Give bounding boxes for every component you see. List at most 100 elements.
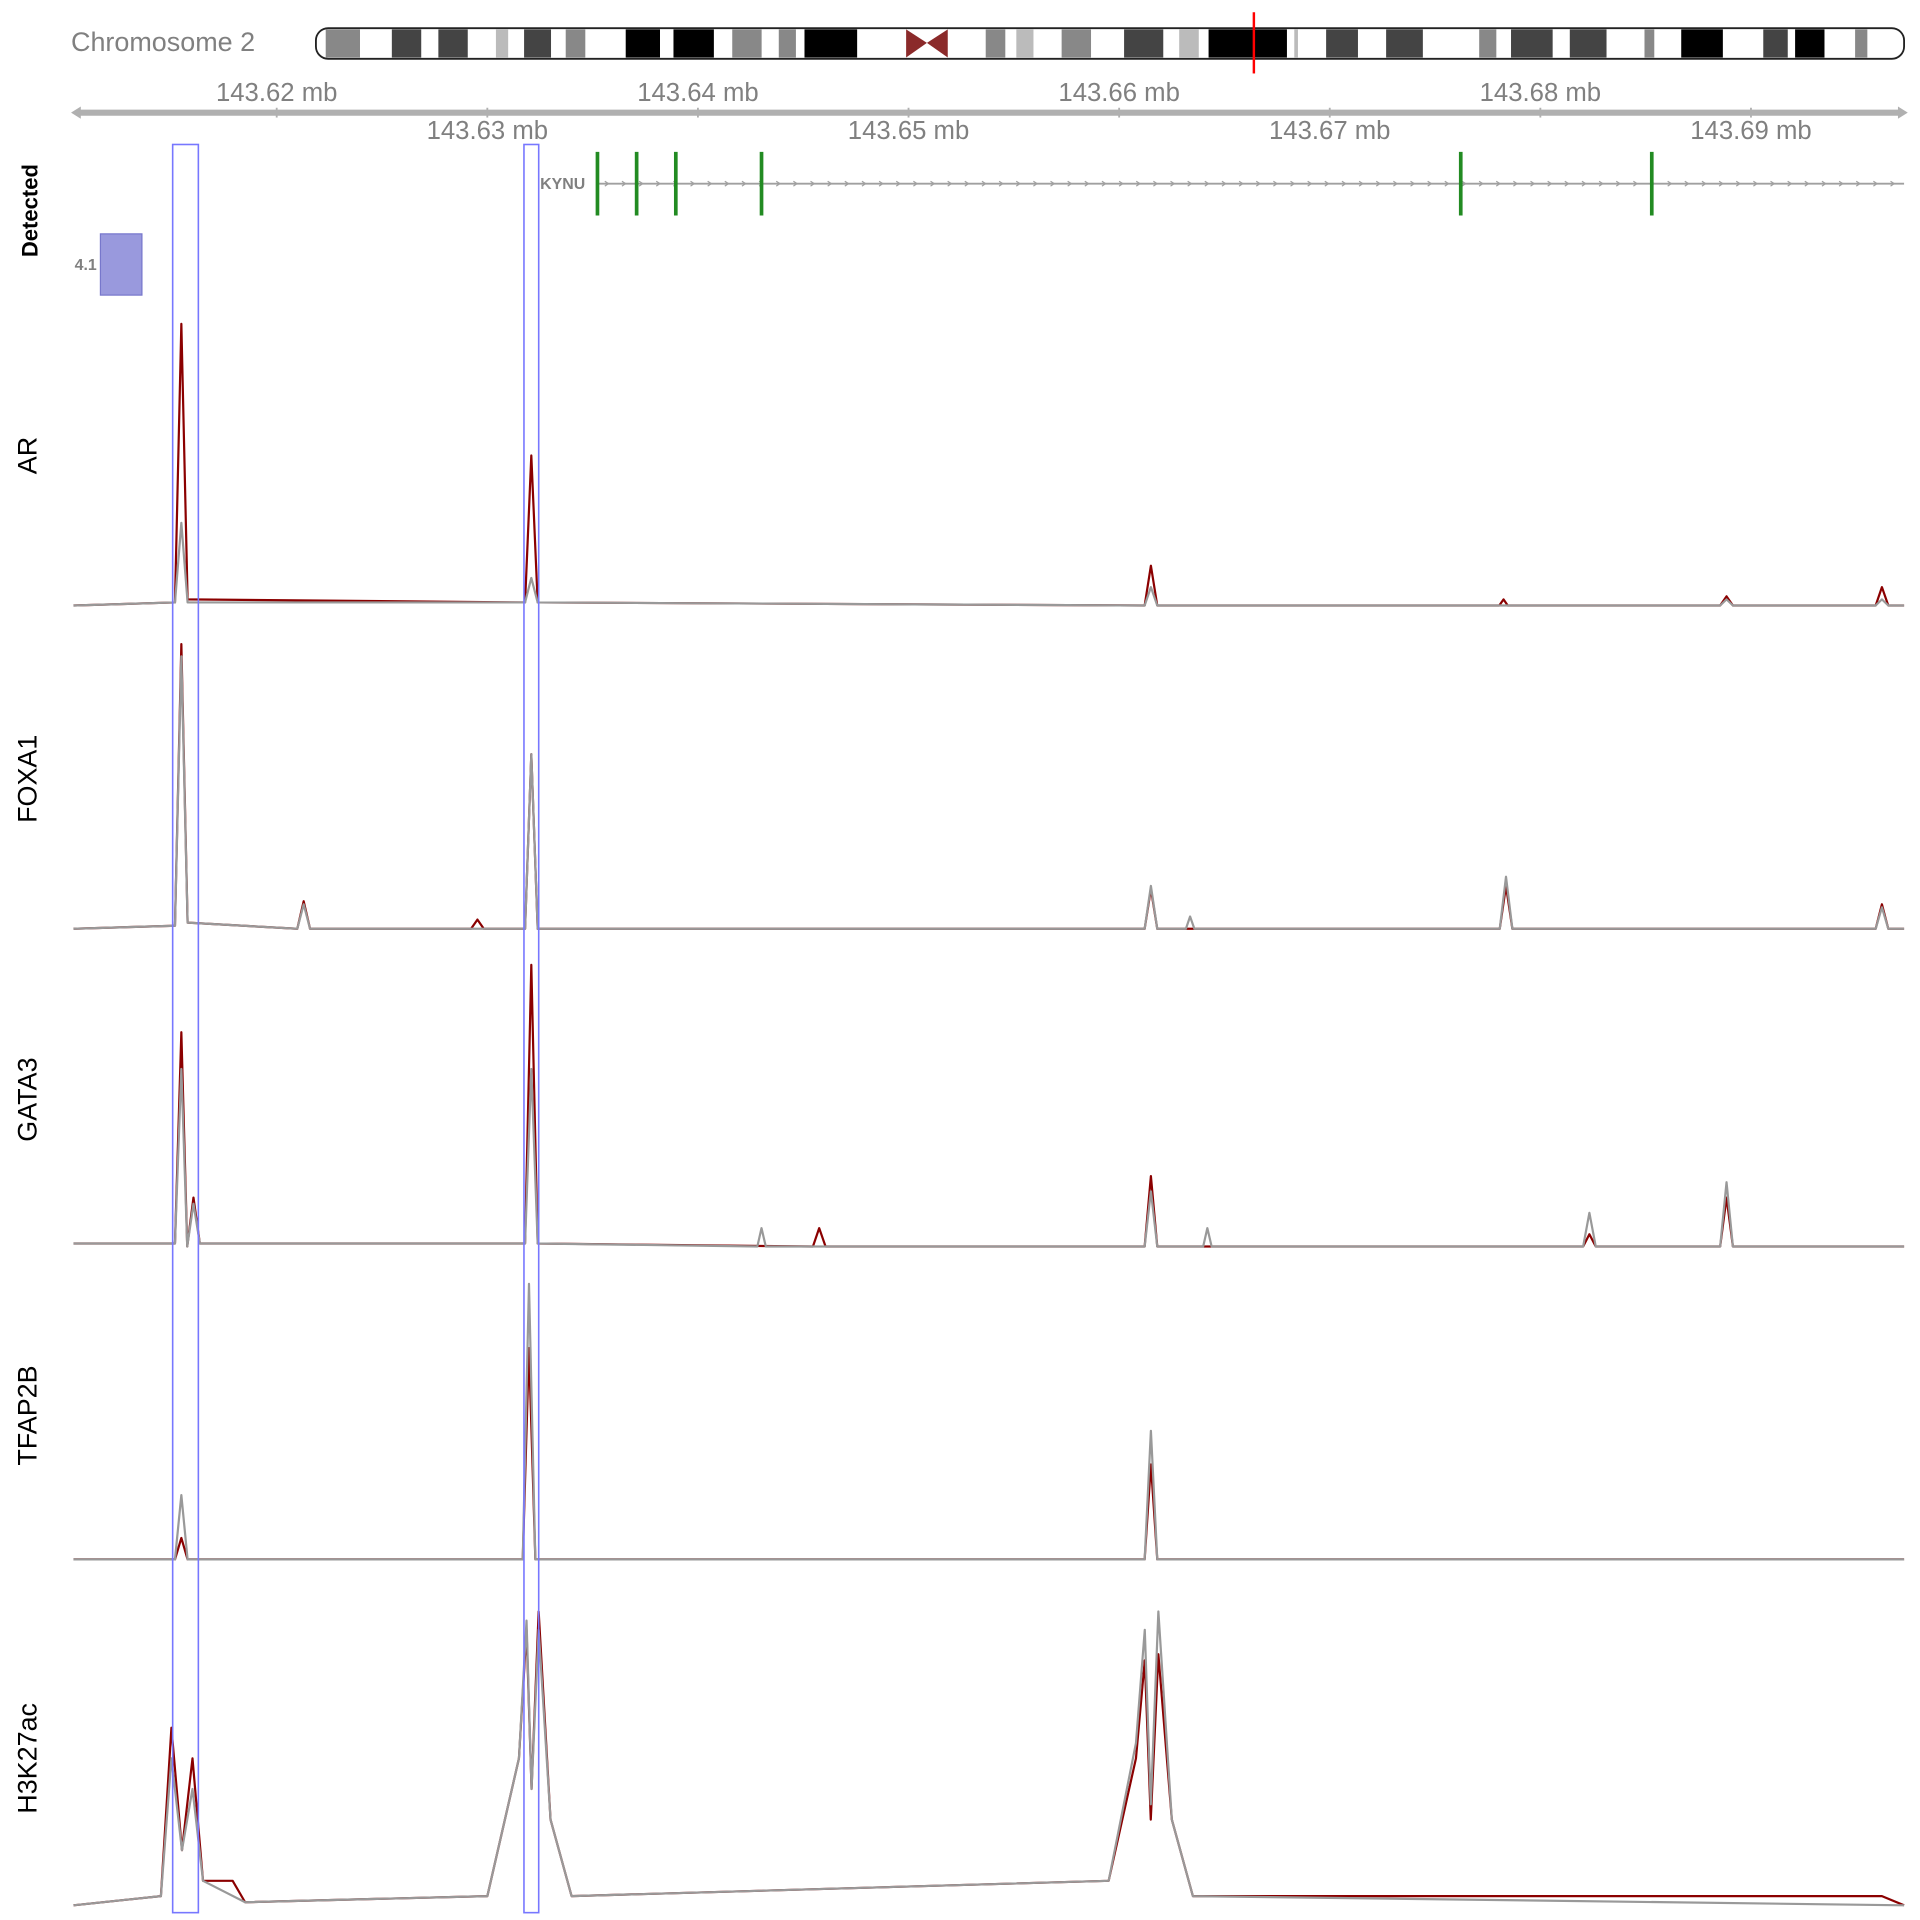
ideogram	[315, 12, 1905, 74]
strand-arrow	[1427, 180, 1433, 187]
chromosome-label: Chromosome 2	[71, 27, 255, 57]
strand-arrow	[1273, 180, 1279, 187]
signal-line	[73, 1067, 1905, 1248]
strand-arrow	[1307, 180, 1313, 187]
strand-arrow	[844, 180, 850, 187]
strand-arrow	[981, 180, 987, 187]
strand-arrow	[878, 180, 884, 187]
strand-arrow	[1444, 180, 1450, 187]
strand-arrow	[707, 180, 713, 187]
strand-arrow	[1804, 180, 1810, 187]
tick-label: 143.67 mb	[1269, 117, 1390, 145]
strand-arrow	[1615, 180, 1622, 187]
tick-label: 143.62 mb	[216, 79, 337, 107]
detected-track-title: Detected	[18, 164, 43, 257]
strand-arrow	[1238, 180, 1244, 187]
strand-arrow	[1255, 180, 1262, 187]
strand-arrow	[1873, 180, 1879, 187]
strand-arrow	[1684, 180, 1690, 187]
track-title: H3K27ac	[12, 1703, 42, 1814]
strand-arrow	[1015, 180, 1022, 187]
signal-line	[73, 1610, 1905, 1907]
strand-arrow	[1718, 180, 1724, 187]
strand-arrow	[895, 180, 902, 187]
signal-line	[73, 521, 1905, 607]
signal-line	[73, 322, 1905, 607]
strand-arrow	[861, 180, 867, 187]
strand-arrow	[1050, 180, 1056, 187]
axis	[71, 106, 1908, 119]
strand-arrow	[1410, 180, 1416, 187]
track-title: FOXA1	[12, 735, 42, 823]
strand-arrow	[1495, 180, 1502, 187]
strand-arrow	[690, 180, 696, 187]
strand-arrow	[1787, 180, 1793, 187]
strand-arrow	[1358, 180, 1364, 187]
strand-arrow	[1770, 180, 1776, 187]
tick-label: 143.68 mb	[1480, 79, 1601, 107]
detected-region	[99, 233, 143, 296]
strand-arrow	[1461, 180, 1467, 187]
strand-arrow	[1101, 180, 1107, 187]
strand-arrow	[1221, 180, 1227, 187]
strand-arrow	[1598, 180, 1604, 187]
strand-arrow	[1701, 180, 1707, 187]
strand-arrow	[741, 180, 747, 187]
strand-arrow	[1667, 180, 1673, 187]
strand-arrow	[1735, 180, 1742, 187]
strand-arrow	[1547, 180, 1553, 187]
strand-arrow	[1204, 180, 1210, 187]
strand-arrow	[1341, 180, 1347, 187]
signal-line	[73, 642, 1905, 930]
signal-line	[73, 1610, 1905, 1907]
strand-arrow	[655, 180, 662, 187]
strand-arrow	[998, 180, 1004, 187]
strand-arrow	[1084, 180, 1090, 187]
gene-label: KYNU	[540, 176, 585, 193]
strand-arrow	[810, 180, 816, 187]
strand-arrow	[1067, 180, 1073, 187]
strand-arrow	[775, 180, 782, 187]
strand-arrow	[1838, 180, 1844, 187]
strand-arrow	[1375, 180, 1382, 187]
strand-arrow	[1513, 180, 1519, 187]
strand-arrow	[913, 180, 919, 187]
strand-arrow	[1564, 180, 1570, 187]
track-title: GATA3	[12, 1057, 42, 1141]
strand-arrow	[724, 180, 730, 187]
strand-arrow	[1890, 180, 1896, 187]
signal-line	[73, 655, 1905, 930]
strand-arrow	[1170, 180, 1176, 187]
strand-arrow	[793, 180, 799, 187]
strand-arrow	[930, 180, 936, 187]
strand-arrow	[1153, 180, 1159, 187]
strand-arrow	[1118, 180, 1124, 187]
tick-label: 143.63 mb	[427, 117, 548, 145]
strand-arrow	[1821, 180, 1827, 187]
tick-label: 143.69 mb	[1690, 117, 1811, 145]
strand-arrow	[1187, 180, 1193, 187]
strand-arrow	[1478, 180, 1484, 187]
strand-arrow	[1581, 180, 1587, 187]
highlight-box	[171, 143, 200, 1914]
strand-arrow	[1324, 180, 1330, 187]
strand-arrow	[621, 180, 627, 187]
track-title: AR	[12, 437, 42, 474]
tick-label: 143.65 mb	[848, 117, 969, 145]
detected-label: 4.1	[75, 257, 97, 274]
signal-line	[73, 963, 1905, 1248]
signal-line	[73, 1282, 1905, 1561]
track-title: TFAP2B	[12, 1365, 42, 1465]
strand-arrow	[1753, 180, 1759, 187]
strand-arrow	[964, 180, 970, 187]
strand-arrow	[827, 180, 833, 187]
tick-label: 143.64 mb	[637, 79, 758, 107]
strand-arrow	[1135, 180, 1142, 187]
strand-arrow	[1393, 180, 1399, 187]
signal-line	[73, 1347, 1905, 1561]
strand-arrow	[1033, 180, 1039, 187]
strand-arrow	[1530, 180, 1536, 187]
strand-arrow	[604, 180, 610, 187]
strand-arrow	[1855, 180, 1862, 187]
